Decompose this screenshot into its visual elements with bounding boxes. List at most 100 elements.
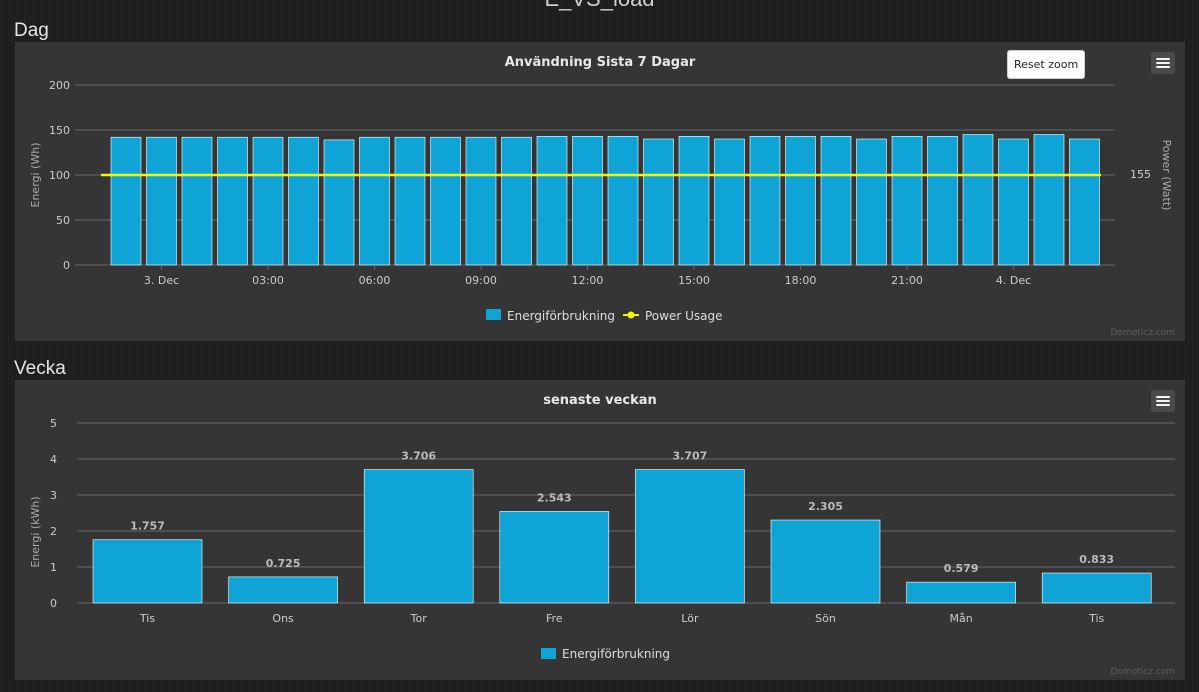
y-tick-label: 100: [49, 169, 70, 182]
data-labels: 1.757 0.725 3.706 2.543 3.707 2.305 0.579 0.833: [130, 450, 1114, 576]
legend-swatch-power-marker[interactable]: [627, 311, 635, 319]
x-tick-label: Tor: [410, 612, 428, 625]
x-tick-label: 3. Dec: [144, 274, 179, 287]
bar[interactable]: [820, 136, 852, 266]
bar-series: [110, 134, 1100, 266]
y-tick-label: 1: [50, 561, 57, 574]
y-tick-label: 0: [50, 597, 57, 610]
credit-link[interactable]: Domoticz.com: [1110, 667, 1176, 677]
data-label: 0.725: [266, 557, 301, 570]
chart-menu-button[interactable]: [1151, 390, 1175, 412]
x-tick-label: 03:00: [252, 274, 284, 287]
x-tick-label: Sön: [815, 612, 836, 625]
data-label: 3.707: [673, 450, 708, 463]
legend-label-energy[interactable]: Energiförbrukning: [507, 309, 615, 323]
bar[interactable]: [891, 136, 923, 266]
x-tick-label: Tis: [139, 612, 155, 625]
legend: Energiförbrukning: [541, 647, 670, 661]
bar[interactable]: [394, 136, 426, 266]
bar[interactable]: [785, 136, 816, 266]
x-tick-label: 12:00: [572, 274, 604, 287]
page-title: E_VS_load: [0, 0, 1199, 12]
bar[interactable]: [252, 136, 284, 266]
x-tick-label: 18:00: [785, 274, 817, 287]
legend-label-power[interactable]: Power Usage: [645, 309, 722, 323]
y-axis-label: Energi (kWh): [29, 496, 42, 567]
x-axis-ticks: 3. Dec 03:00 06:00 09:00 12:00 15:00 18:00 21:0…: [144, 265, 1031, 287]
bar[interactable]: [217, 136, 248, 266]
bar[interactable]: [430, 136, 461, 266]
bar[interactable]: [927, 136, 958, 266]
bar[interactable]: [92, 539, 203, 604]
week-chart-panel: senaste veckan 0 1 2 3 4 5 1.757 0.725 3.706 2.5…: [15, 380, 1185, 680]
bar[interactable]: [714, 138, 745, 266]
chart-title: Användning Sista 7 Dagar: [505, 55, 696, 70]
bar[interactable]: [1033, 134, 1065, 266]
chart-title: senaste veckan: [543, 393, 657, 408]
credit-link[interactable]: Domoticz.com: [1110, 328, 1176, 338]
bar[interactable]: [501, 136, 532, 266]
week-chart: senaste veckan 0 1 2 3 4 5 1.757 0.725 3.706 2.5…: [29, 393, 1175, 661]
reset-zoom-button[interactable]: Reset zoom: [1007, 50, 1086, 79]
menu-line: [1156, 66, 1170, 68]
section-title-week: Vecka: [14, 358, 66, 379]
y-tick-label: 0: [63, 259, 70, 272]
y-tick-label: 150: [49, 124, 70, 137]
data-label: 3.706: [401, 450, 436, 463]
data-label: 1.757: [130, 520, 165, 533]
bar[interactable]: [1069, 138, 1100, 266]
bar[interactable]: [146, 136, 177, 266]
x-tick-label: Lör: [681, 612, 699, 625]
bar[interactable]: [110, 136, 142, 266]
data-label: 0.579: [944, 562, 979, 575]
y-tick-label: 5: [50, 417, 57, 430]
bar[interactable]: [1041, 572, 1152, 604]
legend-swatch-energy[interactable]: [486, 309, 501, 320]
y-axis-ticks: 0 1 2 3 4 5: [50, 417, 57, 610]
x-tick-label: Mån: [949, 612, 972, 625]
x-tick-label: Ons: [272, 612, 294, 625]
bar[interactable]: [749, 136, 781, 266]
bar[interactable]: [856, 138, 887, 266]
bar[interactable]: [678, 136, 710, 266]
data-label: 0.833: [1079, 553, 1114, 566]
bar[interactable]: [643, 138, 674, 266]
chart-menu-button[interactable]: [1151, 52, 1175, 74]
x-tick-label: 21:00: [891, 274, 923, 287]
bar[interactable]: [465, 136, 497, 266]
section-title-day: Dag: [14, 20, 49, 41]
y-axis-label: Energi (Wh): [29, 143, 42, 208]
bar[interactable]: [906, 581, 1016, 604]
y-tick-label: 200: [49, 79, 70, 92]
day-chart: Användning Sista 7 Dagar 0 50 100 150 200 3.…: [29, 55, 1173, 323]
bar[interactable]: [228, 576, 338, 604]
bar[interactable]: [181, 136, 213, 266]
bar[interactable]: [770, 519, 881, 604]
legend-label-energy[interactable]: Energiförbrukning: [562, 647, 670, 661]
bar[interactable]: [962, 134, 994, 266]
bar[interactable]: [359, 136, 390, 266]
x-tick-label: 15:00: [678, 274, 710, 287]
y2-tick-label: 155: [1130, 168, 1151, 181]
bar[interactable]: [607, 136, 639, 266]
data-label: 2.305: [808, 500, 843, 513]
bar[interactable]: [572, 136, 603, 266]
y2-axis-label: Power (Watt): [1160, 140, 1173, 211]
x-tick-label: 06:00: [359, 274, 391, 287]
bar[interactable]: [323, 139, 355, 266]
y-tick-label: 4: [50, 453, 57, 466]
y-tick-label: 3: [50, 489, 57, 502]
x-tick-label: 09:00: [465, 274, 497, 287]
bar[interactable]: [536, 136, 568, 266]
data-label: 2.543: [537, 491, 572, 504]
bar[interactable]: [363, 469, 474, 604]
bar[interactable]: [288, 136, 319, 266]
bar[interactable]: [998, 138, 1029, 266]
legend-swatch-energy[interactable]: [541, 648, 556, 659]
menu-line: [1156, 58, 1170, 60]
x-tick-label: 4. Dec: [996, 274, 1031, 287]
bar-series: [92, 469, 1152, 604]
bar[interactable]: [499, 511, 610, 604]
day-chart-panel: Användning Sista 7 Dagar 0 50 100 150 200 3.…: [15, 42, 1185, 341]
bar[interactable]: [635, 469, 745, 604]
